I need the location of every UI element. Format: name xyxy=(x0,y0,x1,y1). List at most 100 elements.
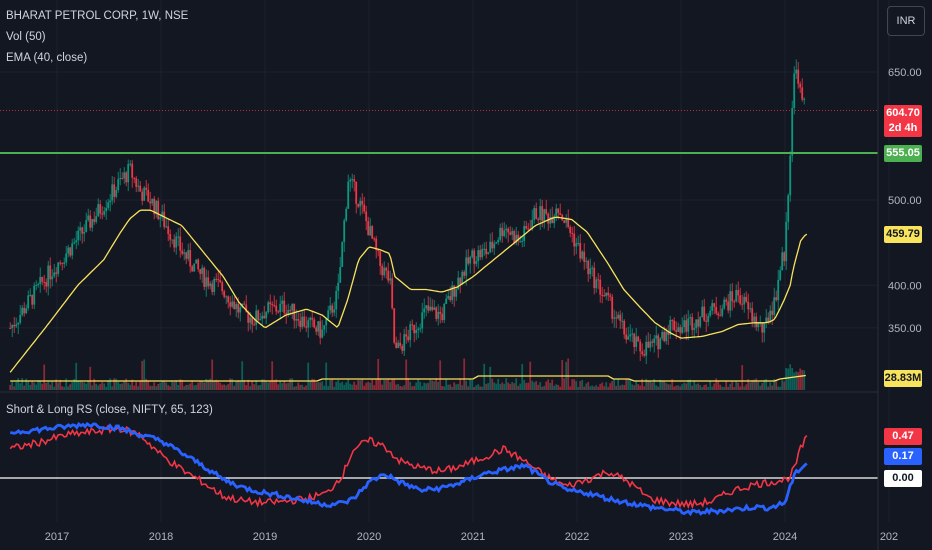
volume-bar xyxy=(375,379,378,390)
volume-bar xyxy=(437,381,440,390)
candle-body xyxy=(667,331,670,335)
candle-body xyxy=(65,253,68,263)
volume-bar xyxy=(17,378,20,390)
volume-legend[interactable]: Vol (50) xyxy=(6,31,46,43)
candle-body xyxy=(61,262,64,264)
candle-body xyxy=(797,69,800,84)
candle-body xyxy=(443,303,446,321)
volume-bar xyxy=(543,385,546,390)
candle-body xyxy=(747,301,750,310)
volume-bar xyxy=(29,384,32,390)
candle-body xyxy=(309,317,312,321)
candle-body xyxy=(689,317,692,319)
candle-body xyxy=(679,327,682,333)
candle-body xyxy=(249,317,252,323)
volume-bar xyxy=(769,382,772,390)
volume-bar xyxy=(355,384,358,390)
volume-bar xyxy=(737,382,740,390)
candle-body xyxy=(751,308,754,322)
candle-body xyxy=(549,216,552,224)
candle-body xyxy=(553,215,556,224)
zero-tag: 0.00 xyxy=(884,470,922,487)
volume-bar xyxy=(283,380,286,390)
volume-bar xyxy=(47,381,50,390)
candle-body xyxy=(387,270,390,281)
volume-bar xyxy=(749,382,752,390)
volume-bar xyxy=(675,385,678,390)
candle-body xyxy=(281,300,284,304)
volume-bar xyxy=(65,378,68,390)
candle-body xyxy=(771,310,774,315)
currency-button[interactable]: INR xyxy=(887,6,925,36)
candle-body xyxy=(493,243,496,249)
volume-bar xyxy=(331,379,334,390)
candle-body xyxy=(525,226,528,229)
candle-body xyxy=(533,208,536,220)
candle-body xyxy=(579,243,582,259)
candle-body xyxy=(187,250,190,259)
volume-bar xyxy=(147,381,150,390)
volume-bar xyxy=(433,381,436,390)
volume-bar xyxy=(741,365,744,390)
volume-bar xyxy=(281,383,284,390)
candle-body xyxy=(163,211,166,227)
candle-body xyxy=(521,240,524,242)
volume-bar xyxy=(479,386,482,390)
candle-body xyxy=(733,301,736,303)
volume-bar xyxy=(441,386,444,390)
candle-body xyxy=(395,342,398,348)
volume-tag: 28.83M xyxy=(884,370,922,387)
volume-bar xyxy=(793,372,796,390)
volume-bar xyxy=(205,378,208,390)
candle-body xyxy=(341,242,344,268)
volume-bar xyxy=(127,383,130,390)
volume-bar xyxy=(783,381,786,390)
volume-bar xyxy=(49,384,52,390)
candle-body xyxy=(615,317,618,319)
candle-body xyxy=(659,338,662,350)
candle-body xyxy=(357,203,360,207)
volume-bar xyxy=(413,385,416,390)
volume-bar xyxy=(323,385,326,390)
volume-bar xyxy=(19,383,22,390)
candle-body xyxy=(781,252,784,271)
volume-bar xyxy=(247,379,250,390)
candle-body xyxy=(695,319,698,329)
volume-bar xyxy=(463,358,466,390)
candle-body xyxy=(101,213,104,215)
volume-bar xyxy=(727,386,730,390)
time-tick-label: 2019 xyxy=(253,531,277,543)
volume-bar xyxy=(725,380,728,390)
volume-bar xyxy=(293,386,296,390)
candle-body xyxy=(371,226,374,239)
candle-body xyxy=(21,307,24,315)
volume-bar xyxy=(755,378,758,390)
candle-body xyxy=(551,216,554,224)
volume-bar xyxy=(623,384,626,390)
volume-bar xyxy=(57,382,60,390)
candle-body xyxy=(729,291,732,311)
candle-body xyxy=(205,277,208,287)
volume-bar xyxy=(277,384,280,390)
countdown-tag: 2d 4h xyxy=(884,120,922,137)
volume-bar xyxy=(627,378,630,390)
volume-bar xyxy=(253,384,256,390)
volume-bar xyxy=(87,380,90,390)
volume-bar xyxy=(55,379,58,390)
candle-body xyxy=(311,317,314,320)
candle-body xyxy=(565,217,568,223)
volume-bar xyxy=(315,382,318,390)
volume-bar xyxy=(473,386,476,390)
candle-body xyxy=(433,307,436,310)
candle-body xyxy=(725,299,728,302)
rs-legend[interactable]: Short & Long RS (close, NIFTY, 65, 123) xyxy=(6,404,213,416)
candle-body xyxy=(285,312,288,315)
candle-body xyxy=(319,321,322,338)
volume-bar xyxy=(657,386,660,390)
candle-body xyxy=(191,266,194,272)
volume-bar xyxy=(649,380,652,390)
volume-bar xyxy=(651,382,654,390)
ema-legend[interactable]: EMA (40, close) xyxy=(6,52,88,64)
candle-body xyxy=(601,294,604,296)
